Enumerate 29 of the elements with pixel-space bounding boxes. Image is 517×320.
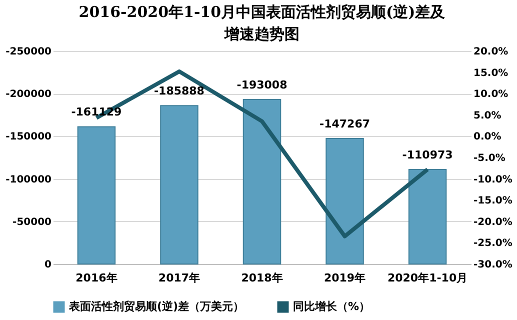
y2-tick-label: 5.0%	[474, 110, 502, 122]
y2-tick-label: -15.0%	[474, 196, 512, 207]
y2-tick-label: -5.0%	[474, 153, 506, 164]
y-tick-label: -250000	[6, 46, 52, 58]
data-label: -185888	[154, 84, 204, 98]
y-tick-label: -150000	[6, 132, 52, 143]
x-tick-label: 2017年	[158, 272, 200, 284]
y2-tick-label: -25.0%	[474, 238, 512, 250]
y2-tick-label: 15.0%	[474, 68, 508, 79]
y-tick-label: -100000	[6, 174, 52, 186]
y-tick-label: 0	[44, 260, 52, 270]
y-tick-label: -50000	[12, 216, 52, 228]
y-tick-label: -200000	[6, 89, 52, 100]
legend-label: 表面活性剂贸易顺(逆)差（万美元）	[68, 300, 244, 313]
x-tick-label: 2020年1-10月	[387, 272, 468, 284]
y2-tick-label: 20.0%	[474, 46, 508, 58]
legend-label: 同比增长（%）	[293, 300, 370, 313]
data-label: -147267	[320, 118, 370, 131]
y2-tick-label: -30.0%	[474, 260, 512, 270]
data-label: -110973	[402, 148, 453, 162]
y2-tick-label: -10.0%	[474, 174, 512, 186]
y2-tick-label: 0.0%	[474, 132, 502, 143]
x-tick-label: 2019年	[324, 272, 366, 284]
x-tick-label: 2016年	[76, 272, 118, 284]
y2-tick-label: -20.0%	[474, 216, 512, 228]
data-label: -193008	[236, 78, 288, 92]
chart-title: 2016-2020年1-10月中国表面活性剂贸易顺(逆)差及增速趋势图	[78, 3, 446, 43]
x-tick-label: 2018年	[241, 272, 283, 284]
y2-tick-label: 10.0%	[474, 89, 508, 100]
